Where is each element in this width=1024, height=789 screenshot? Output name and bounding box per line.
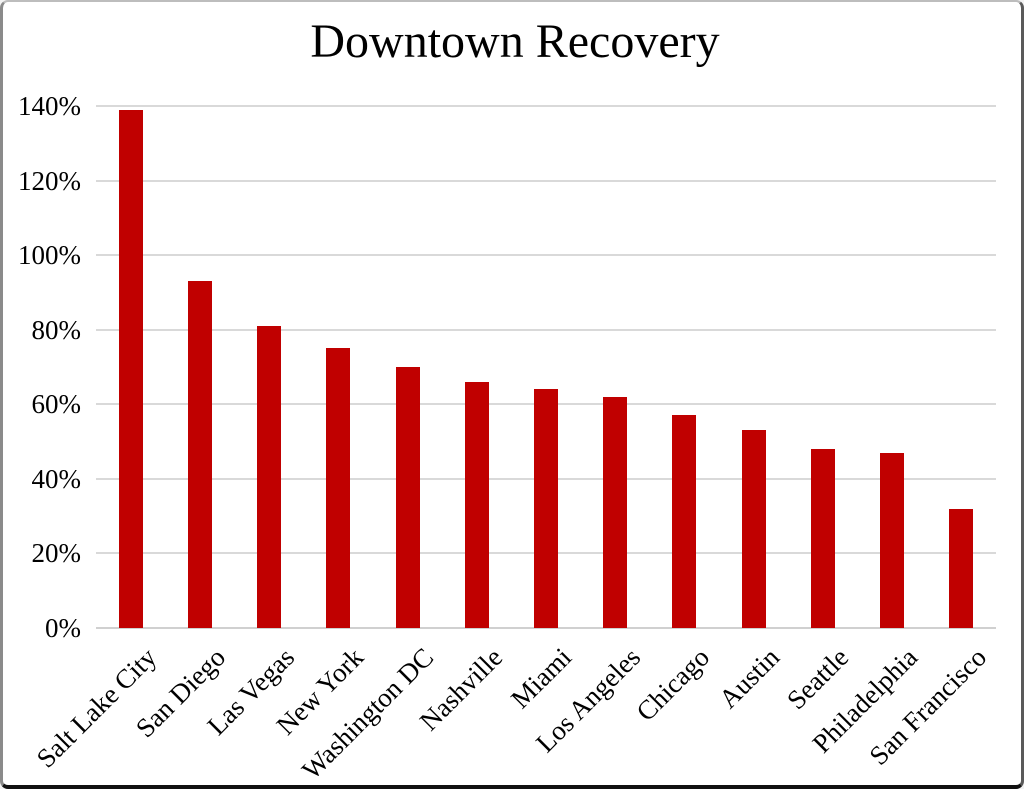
gridline-80% [96, 328, 996, 331]
y-tick-label-120%: 120% [18, 165, 81, 196]
y-tick-label-140%: 140% [18, 91, 81, 121]
y-tick-label-0%: 0% [45, 613, 81, 643]
bar-salt-lake-city [118, 109, 143, 628]
x-tick-label-austin: Austin [712, 642, 785, 715]
y-tick-label-40%: 40% [31, 463, 82, 494]
y-tick-label-60%: 60% [31, 389, 82, 420]
bar-miami [534, 389, 558, 628]
bar-san-diego [187, 281, 212, 628]
bar-seattle [810, 449, 835, 628]
bar-los-angeles [603, 396, 628, 628]
plot-area: 0% 20% 40% 60% 80% 100% 120% 140% Salt Lake City… [3, 2, 1021, 785]
gridline-0% [96, 627, 996, 629]
y-tick-label-80%: 80% [31, 314, 82, 345]
bar-san-francisco [949, 508, 974, 628]
bar-austin [741, 430, 766, 628]
gridline-140% [96, 105, 996, 107]
bar-nashville [464, 381, 489, 628]
bar-philadelphia [880, 452, 905, 628]
y-tick-label-100%: 100% [18, 240, 81, 271]
bar-las-vegas [257, 325, 282, 628]
gridline-120% [96, 179, 996, 182]
x-tick-label-chicago: Chicago [630, 642, 716, 727]
y-tick-label-20%: 20% [31, 538, 82, 569]
gridline-100% [96, 254, 996, 257]
bar-washington-dc [395, 367, 420, 628]
chart-title: Downtown Recovery [310, 15, 720, 68]
bar-chicago [672, 415, 697, 628]
bar-new-york [326, 348, 351, 628]
